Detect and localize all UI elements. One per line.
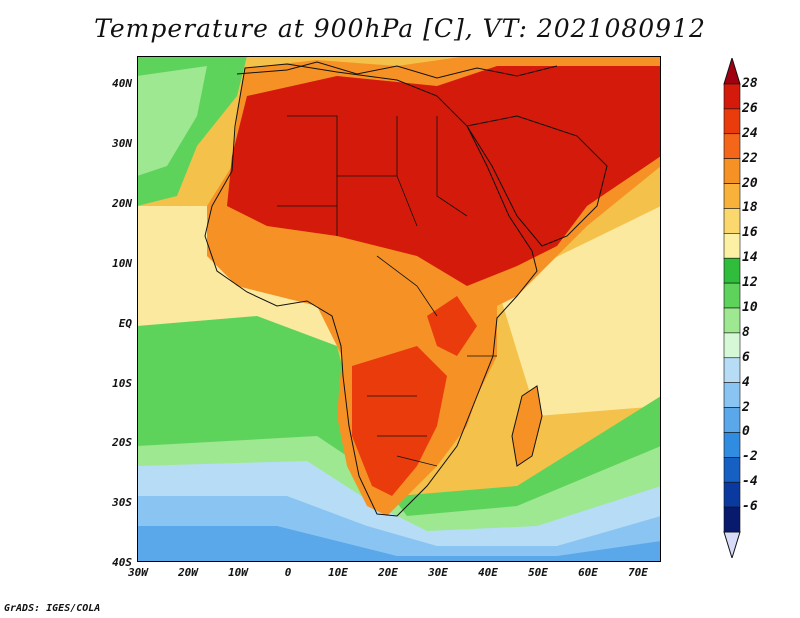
- lat-label-10s: 10S: [112, 377, 132, 390]
- colorbar-box: [723, 158, 741, 184]
- lon-label-50e: 50E: [528, 566, 548, 579]
- map-panel: [137, 56, 661, 562]
- colorbar-box: [723, 382, 741, 408]
- colorbar-box: [723, 481, 741, 508]
- arabia-coastline: [466, 115, 608, 247]
- colorbar-box: [723, 307, 741, 334]
- colorbar-label: -6: [742, 499, 758, 515]
- lat-label-30n: 30N: [112, 137, 132, 150]
- colorbar-box: [723, 183, 741, 209]
- lat-label-20n: 20N: [112, 197, 132, 210]
- colorbar-label: 10: [742, 300, 758, 315]
- lon-label-10e: 10E: [328, 566, 348, 579]
- colorbar-label: 24: [742, 125, 758, 141]
- colorbar-label: 4: [742, 374, 750, 390]
- colorbar-box: [723, 407, 741, 433]
- lat-label-40s: 40S: [112, 556, 132, 569]
- colorbar-label: 16: [742, 225, 758, 241]
- lat-label-20s: 20S: [112, 436, 132, 449]
- lon-label-30w: 30W: [128, 566, 148, 579]
- land-warm-east: [427, 296, 477, 356]
- colorbar-box: [723, 108, 741, 135]
- colorbar-box: [723, 208, 741, 234]
- lon-label-30e: 30E: [428, 566, 448, 579]
- colorbar-label: -2: [742, 449, 758, 465]
- lon-label-60e: 60E: [578, 566, 598, 579]
- colorbar-label: 26: [742, 100, 758, 116]
- colorbar-label: 18: [742, 200, 758, 216]
- colorbar-box: [723, 83, 741, 110]
- colorbar-label: -4: [742, 474, 758, 490]
- lon-label-10w: 10W: [228, 566, 248, 579]
- europe-coastline: [236, 61, 558, 79]
- temperature-field: [137, 56, 661, 562]
- colorbar-label: 0: [742, 424, 750, 440]
- africa-coastline: [204, 63, 538, 517]
- colorbar-box: [723, 133, 741, 159]
- ocean-cool-band-atlantic-north: [137, 66, 207, 176]
- colorbar-box: [723, 233, 741, 259]
- land-hot-region: [227, 66, 661, 286]
- colorbar-box: [723, 457, 741, 483]
- ocean-coldest-band: [137, 526, 661, 562]
- colorbar-box: [723, 506, 741, 533]
- colorbar-label: 20: [742, 175, 758, 191]
- map-title: Temperature at 900hPa [C], VT: 202108091…: [94, 14, 706, 43]
- country-borders: [277, 115, 497, 467]
- colorbar-label: 12: [742, 275, 758, 291]
- lat-label-eq: EQ: [118, 317, 132, 330]
- colorbar-label: 2: [742, 399, 750, 415]
- colorbar-under-arrow: [723, 531, 741, 558]
- colorbar-label: 14: [742, 250, 758, 266]
- colorbar-box: [723, 257, 741, 284]
- footer-credit: GrADS: IGES/COLA: [4, 603, 101, 614]
- lat-label-30s: 30S: [112, 496, 132, 509]
- colorbar-label: 6: [742, 349, 750, 365]
- colorbar-label: 22: [742, 150, 758, 166]
- lon-label-0: 0: [284, 566, 292, 579]
- colorbar-box: [723, 282, 741, 309]
- colorbar-label: 8: [742, 324, 750, 340]
- colorbar-box: [723, 432, 741, 458]
- lon-label-20e: 20E: [378, 566, 398, 579]
- lon-label-70e: 70E: [628, 566, 648, 579]
- land-warm-south: [352, 346, 447, 496]
- lon-label-40e: 40E: [478, 566, 498, 579]
- colorbar: [723, 58, 741, 558]
- lon-label-20w: 20W: [178, 566, 198, 579]
- colorbar-over-arrow: [723, 58, 741, 85]
- colorbar-label: 28: [742, 76, 758, 91]
- ocean-mild-band-east: [497, 206, 661, 416]
- colorbar-box: [723, 332, 741, 359]
- madagascar-coastline: [511, 385, 543, 467]
- colorbar-box: [723, 357, 741, 383]
- lat-label-40n: 40N: [112, 77, 132, 90]
- lat-label-10n: 10N: [112, 257, 132, 270]
